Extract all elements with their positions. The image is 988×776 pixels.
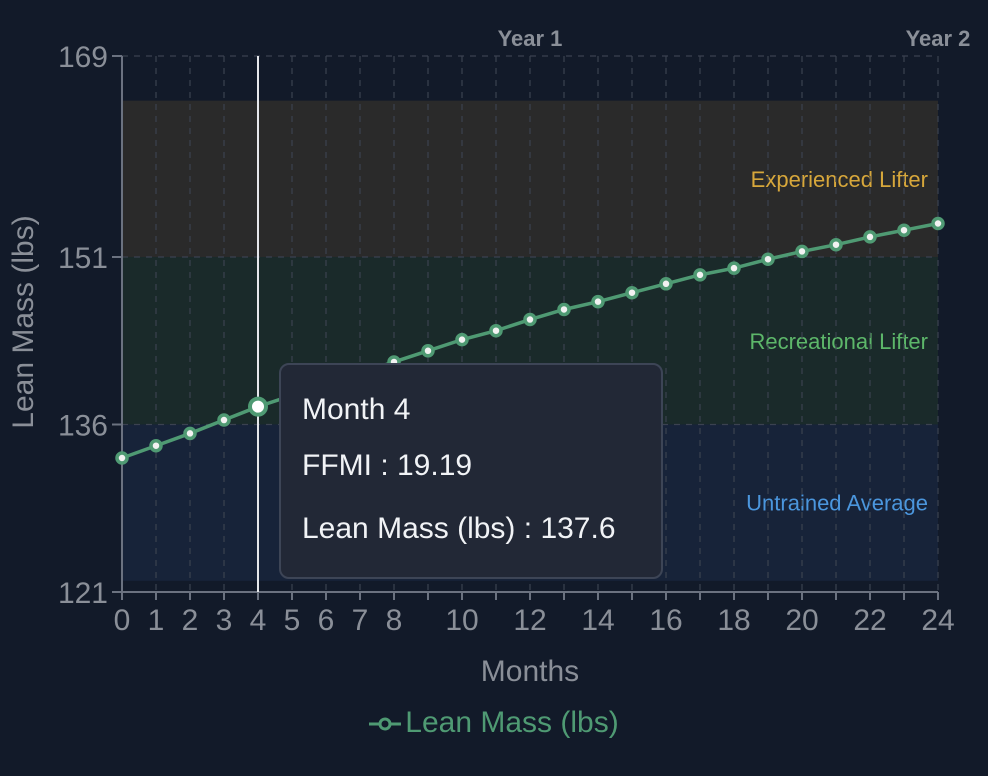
- band-label-experienced-lifter: Experienced Lifter: [751, 167, 928, 192]
- data-point: [489, 323, 503, 338]
- chart-legend[interactable]: Lean Mass (lbs): [0, 706, 988, 740]
- data-point: [523, 312, 537, 327]
- year-marker-label: Year 1: [498, 26, 563, 51]
- data-point: [455, 332, 469, 347]
- x-axis-title: Months: [481, 655, 579, 688]
- tooltip-title: Month 4: [302, 393, 411, 426]
- data-point: [863, 230, 877, 244]
- y-tick-label: 151: [58, 242, 108, 275]
- y-tick-label: 169: [58, 41, 108, 74]
- tooltip-mass-value: 137.6: [540, 512, 616, 545]
- x-tick-label: 14: [581, 604, 614, 637]
- x-tick-label: 24: [921, 604, 954, 637]
- data-point: [115, 451, 129, 465]
- data-point: [149, 438, 163, 453]
- line-marker-icon: [369, 717, 402, 731]
- data-point: [727, 261, 741, 275]
- x-tick-label: 1: [148, 604, 165, 637]
- x-tick-label: 2: [182, 604, 199, 637]
- x-tick-label: 8: [386, 604, 403, 637]
- x-tick-label: 22: [853, 604, 886, 637]
- data-point: [183, 426, 197, 441]
- data-point: [625, 285, 639, 300]
- data-point: [591, 294, 605, 309]
- legend-series-label: Lean Mass (lbs): [405, 706, 619, 739]
- x-tick-label: 4: [250, 604, 267, 637]
- tooltip-ffmi-label: FFMI: [302, 449, 372, 482]
- data-point: [693, 268, 707, 282]
- tooltip-mass-label: Lean Mass (lbs): [302, 512, 516, 545]
- band-label-recreational-lifter: Recreational Lifter: [749, 329, 928, 354]
- x-tick-label: 7: [352, 604, 369, 637]
- x-tick-label: 16: [649, 604, 682, 637]
- data-point: [217, 413, 231, 427]
- data-point: [795, 244, 809, 259]
- active-data-point: [248, 396, 268, 417]
- x-tick-label: 5: [284, 604, 301, 637]
- x-tick-label: 18: [717, 604, 750, 637]
- y-tick-label: 121: [58, 577, 108, 610]
- y-axis-title: Lean Mass (lbs): [7, 215, 40, 428]
- band-label-untrained-average: Untrained Average: [746, 491, 928, 516]
- tooltip-ffmi: FFMI : 19.19: [302, 449, 473, 482]
- tooltip-mass: Lean Mass (lbs) : 137.6: [302, 512, 616, 545]
- data-point: [659, 277, 673, 291]
- data-point: [761, 252, 775, 266]
- x-tick-label: 3: [216, 604, 233, 637]
- y-tick-label: 136: [58, 410, 108, 443]
- x-tick-label: 0: [114, 604, 131, 637]
- chart-tooltip: Month 4 FFMI : 19.19 Lean Mass (lbs) : 1…: [279, 363, 663, 579]
- x-tick-label: 6: [318, 604, 335, 637]
- data-point: [931, 216, 945, 231]
- tooltip-ffmi-value: 19.19: [397, 449, 473, 482]
- data-point: [557, 302, 571, 317]
- x-tick-label: 10: [445, 604, 478, 637]
- year-marker-label: Year 2: [906, 26, 971, 51]
- x-tick-label: 12: [513, 604, 546, 637]
- x-tick-label: 20: [785, 604, 818, 637]
- data-point: [421, 344, 435, 358]
- data-point: [829, 237, 843, 252]
- data-point: [897, 223, 911, 237]
